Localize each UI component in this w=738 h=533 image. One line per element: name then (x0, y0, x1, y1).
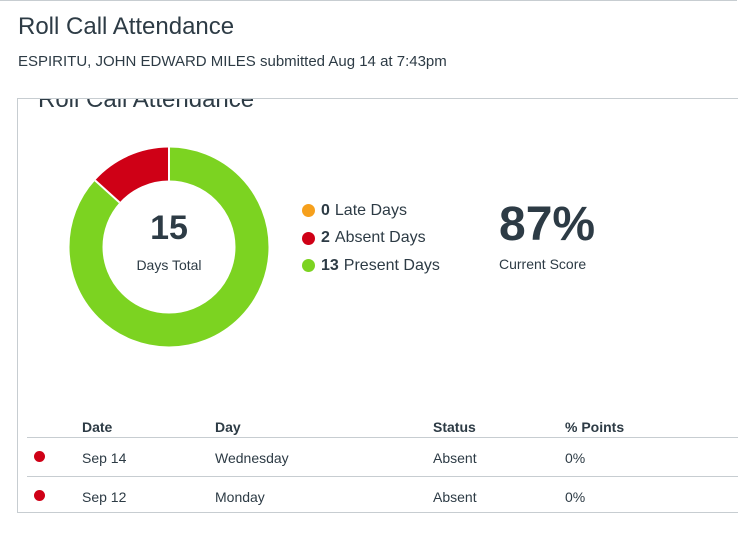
present-count: 13 (321, 256, 339, 274)
current-score: 87% Current Score (499, 197, 595, 272)
present-dot-icon (302, 259, 315, 273)
present-label: Present Days (343, 256, 440, 274)
submission-timestamp: submitted Aug 14 at 7:43pm (259, 53, 447, 70)
late-dot-icon (302, 204, 315, 218)
legend-item-late: 0 Late Days (302, 197, 440, 225)
days-total-label: Days Total (136, 257, 202, 273)
row-points: 0% (565, 450, 586, 466)
score-value: 87% (499, 198, 596, 251)
absent-count: 2 (321, 229, 330, 247)
row-status: Absent (433, 450, 477, 466)
table-row: Sep 14 Wednesday Absent 0% (27, 438, 738, 477)
attendance-table: Date Day Status % Points Sep 14 Wednesda… (27, 415, 738, 512)
late-count: 0 (321, 201, 330, 219)
row-points: 0% (565, 489, 586, 505)
late-label: Late Days (334, 201, 407, 219)
panel-title: Roll Call Attendance (38, 98, 255, 113)
legend-item-present: 13 Present Days (302, 252, 440, 280)
attendance-panel: Roll Call Attendance 15 Days Total 0 Lat… (17, 98, 738, 513)
row-day: Wednesday (215, 450, 289, 466)
column-header-date: Date (82, 419, 113, 435)
top-divider (0, 0, 737, 1)
absent-label: Absent Days (334, 229, 426, 247)
row-date: Sep 14 (82, 450, 127, 466)
days-total-value: 15 (150, 209, 188, 247)
column-header-points: % Points (565, 419, 625, 435)
student-name: ESPIRITU, JOHN EDWARD MILES (18, 53, 256, 70)
donut-separator (94, 179, 121, 204)
score-label: Current Score (499, 256, 587, 272)
column-header-status: Status (433, 419, 476, 435)
absent-status-icon (34, 490, 45, 501)
attendance-legend: 0 Late Days 2 Absent Days 13 Present Day… (302, 197, 440, 280)
attendance-donut-chart (69, 147, 269, 347)
absent-dot-icon (302, 231, 315, 245)
row-day: Monday (215, 489, 265, 505)
page-title: Roll Call Attendance (18, 13, 235, 40)
absent-status-icon (34, 451, 45, 462)
legend-item-absent: 2 Absent Days (302, 225, 440, 253)
column-header-day: Day (215, 419, 241, 435)
row-date: Sep 12 (82, 489, 127, 505)
table-row: Sep 12 Monday Absent 0% (27, 477, 738, 512)
row-status: Absent (433, 489, 477, 505)
table-header: Date Day Status % Points (27, 415, 738, 438)
submission-details: ESPIRITU, JOHN EDWARD MILES submitted Au… (18, 53, 447, 70)
